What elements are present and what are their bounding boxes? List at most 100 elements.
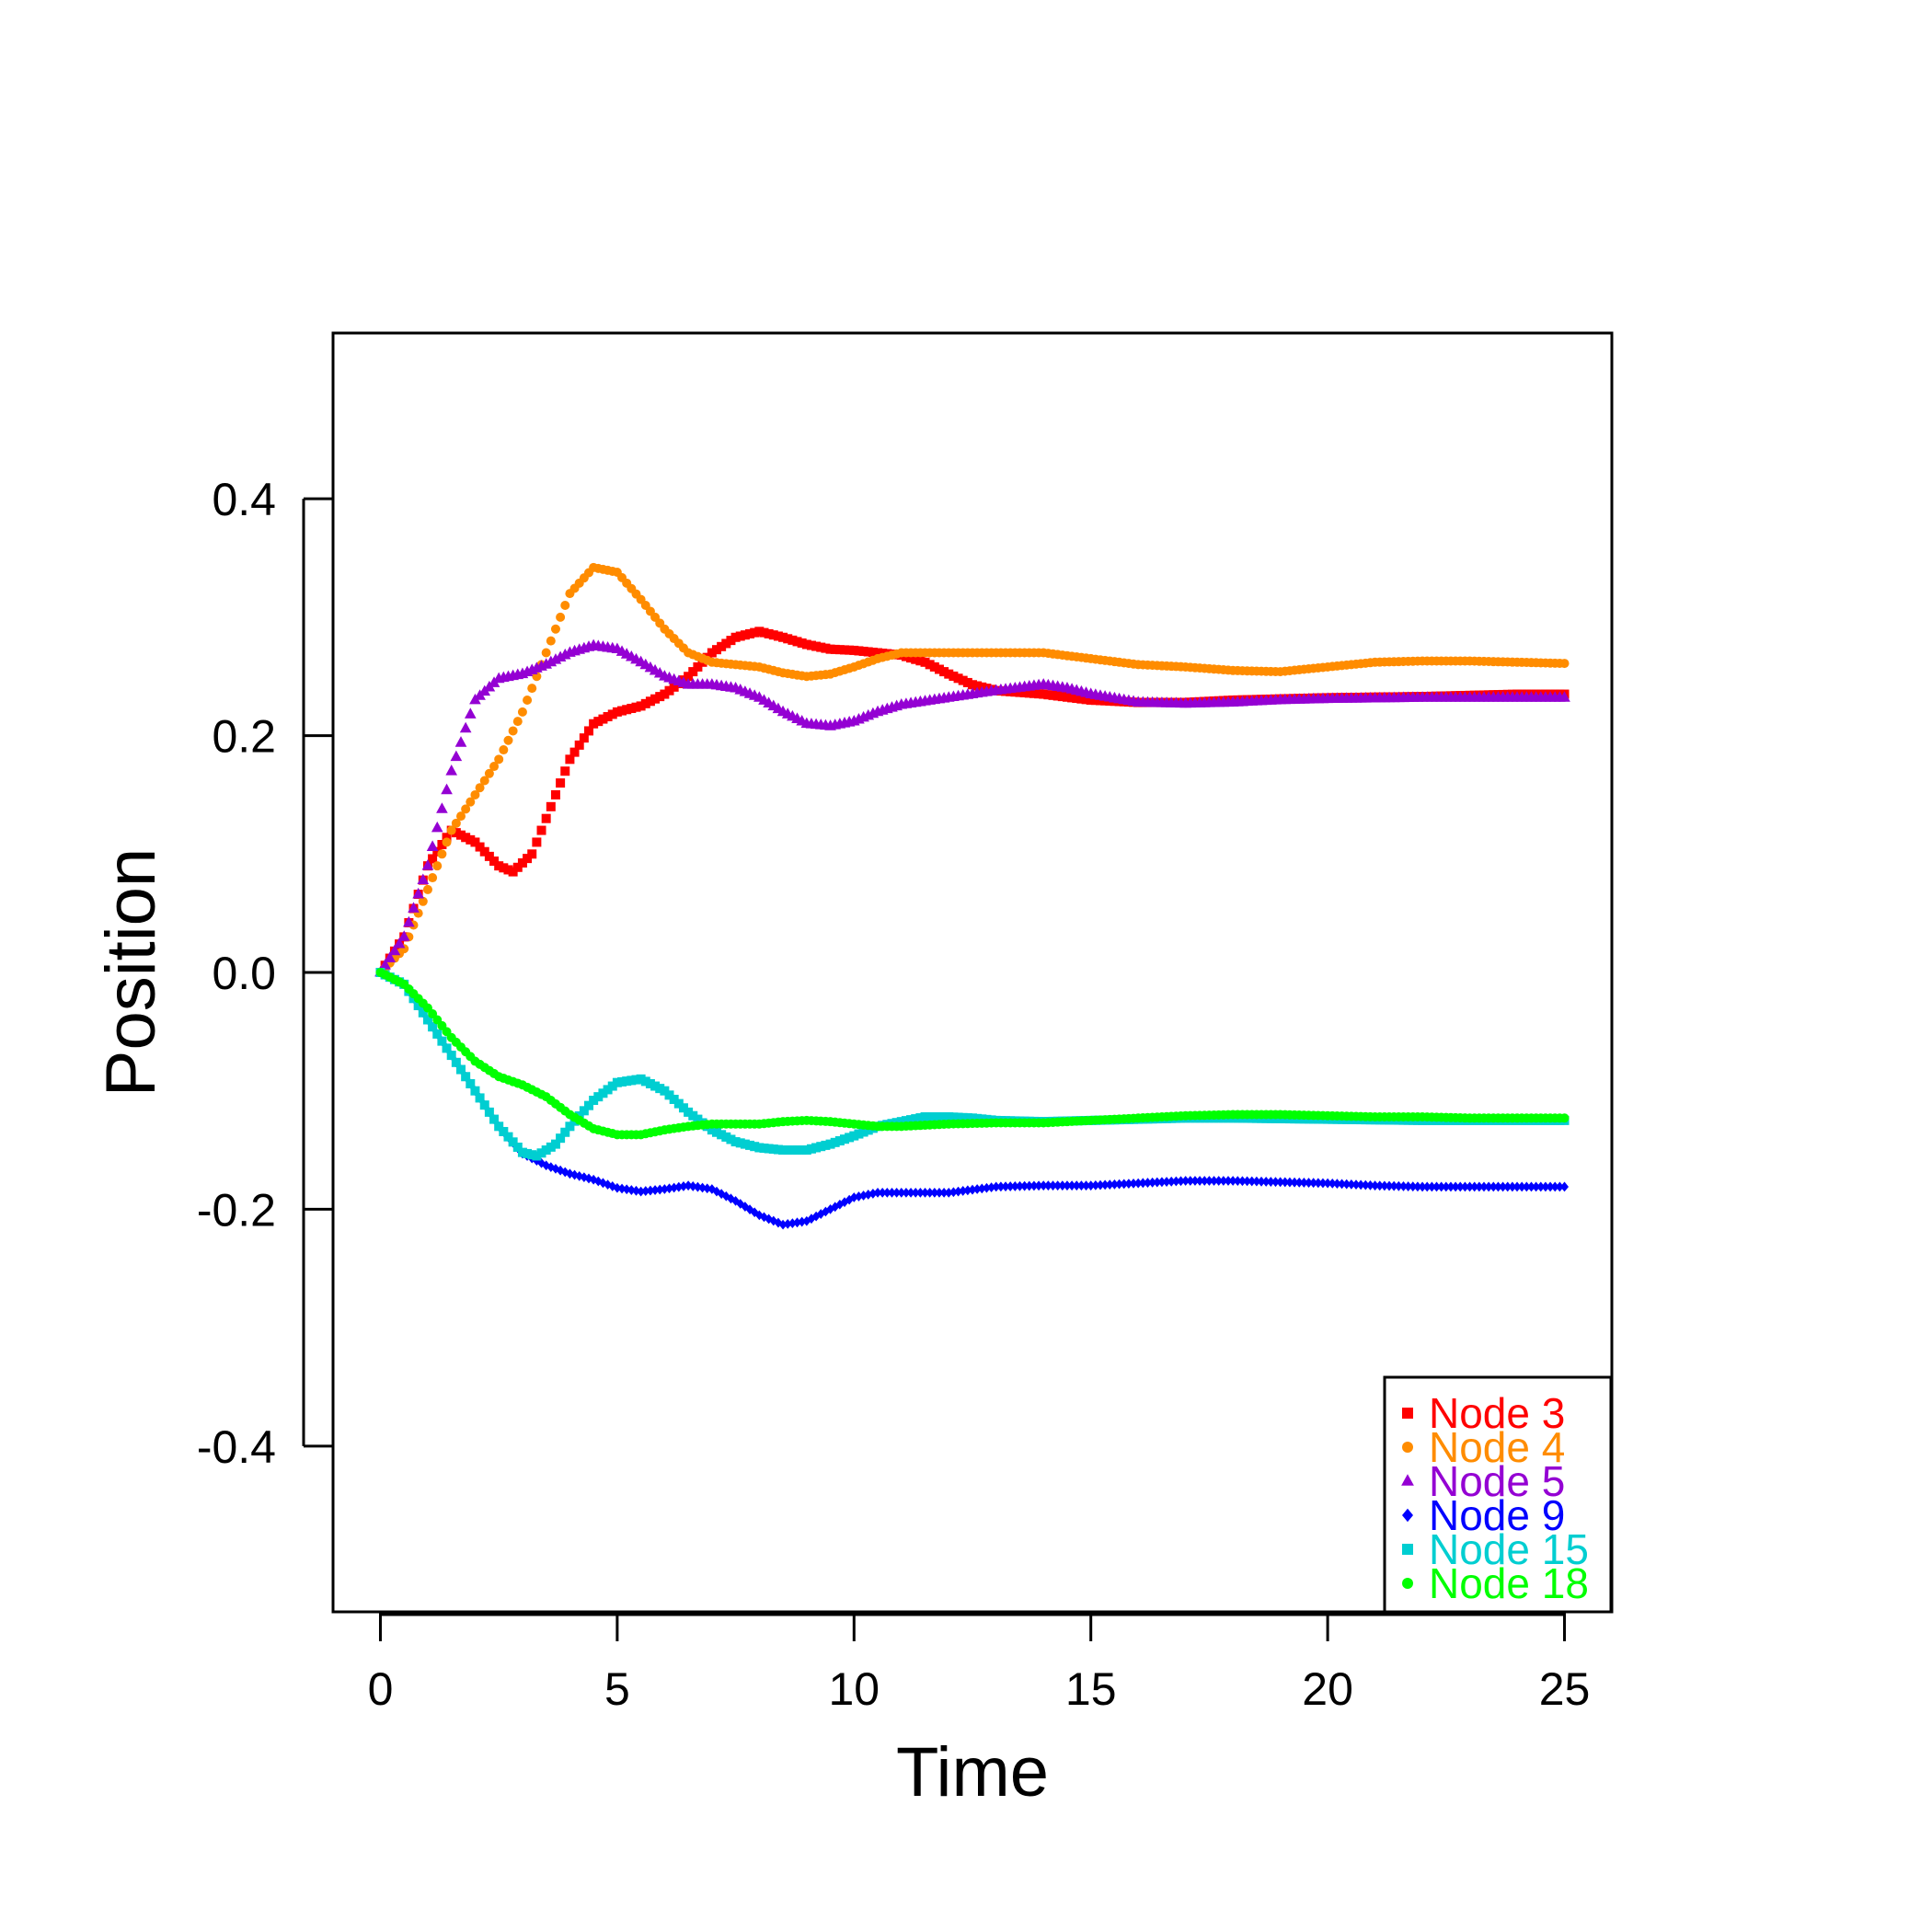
data-point: [849, 645, 859, 655]
data-point: [816, 642, 826, 652]
data-point: [556, 1133, 566, 1144]
data-point: [759, 1143, 769, 1153]
data-point: [454, 736, 467, 747]
data-point: [1559, 659, 1570, 669]
data-point: [1096, 1179, 1105, 1190]
data-point: [461, 804, 471, 814]
data-point: [1110, 1179, 1119, 1190]
data-point: [551, 1163, 560, 1174]
data-point: [1281, 1177, 1290, 1188]
data-point: [1072, 1180, 1081, 1191]
data-point: [721, 638, 731, 649]
data-point: [972, 681, 983, 691]
data-point: [546, 801, 556, 811]
data-point: [721, 1132, 731, 1142]
data-point: [1162, 1177, 1171, 1187]
data-point: [527, 849, 537, 859]
data-point: [1299, 1178, 1308, 1188]
data-point: [612, 707, 622, 717]
data-point: [640, 698, 650, 708]
data-point: [745, 1140, 755, 1150]
data-point: [992, 1181, 1001, 1192]
data-point: [1328, 1178, 1337, 1189]
legend-label: Node 18: [1429, 1559, 1589, 1607]
data-point: [517, 707, 527, 717]
data-point: [1058, 1180, 1067, 1191]
data-point: [954, 1186, 963, 1197]
data-point: [797, 1145, 807, 1156]
data-point: [788, 635, 798, 645]
data-point: [712, 1186, 721, 1197]
data-point: [882, 1187, 891, 1198]
data-point: [773, 1144, 783, 1155]
data-point: [901, 1116, 911, 1126]
data-point: [778, 1145, 788, 1156]
data-point: [431, 821, 443, 833]
data-point: [1365, 1180, 1374, 1190]
data-point: [660, 689, 670, 699]
data-point: [1398, 1181, 1408, 1191]
data-point: [958, 675, 968, 685]
data-point: [560, 1167, 569, 1178]
data-point: [703, 1183, 712, 1194]
data-point: [944, 1112, 954, 1122]
data-point: [934, 664, 944, 674]
data-point: [740, 630, 750, 640]
data-point: [508, 1137, 518, 1147]
legend-marker: [1401, 1474, 1414, 1486]
data-point: [944, 669, 954, 679]
data-point: [445, 765, 458, 776]
data-point: [906, 653, 916, 663]
data-point: [811, 641, 822, 651]
data-point: [450, 750, 463, 762]
data-point: [1006, 1181, 1015, 1191]
data-point: [1309, 1178, 1318, 1189]
data-point: [1347, 1179, 1356, 1190]
data-point: [1432, 1181, 1442, 1192]
data-point: [422, 1015, 432, 1025]
y-tick-label: 0.4: [212, 474, 276, 525]
data-point: [1470, 1181, 1479, 1192]
data-point: [446, 1051, 456, 1061]
data-point: [627, 1075, 637, 1086]
data-point: [811, 1143, 822, 1153]
y-tick-label: -0.4: [197, 1421, 276, 1473]
data-point: [428, 854, 438, 864]
data-point: [1558, 691, 1570, 702]
data-point: [1466, 1181, 1475, 1192]
data-point: [470, 1086, 480, 1096]
data-point: [598, 1088, 608, 1098]
data-point: [640, 1076, 650, 1087]
data-point: [1053, 1180, 1063, 1191]
data-point: [442, 837, 452, 847]
data-point: [1190, 1176, 1200, 1186]
data-point: [821, 643, 831, 653]
data-point: [750, 1207, 759, 1218]
data-point: [475, 1093, 485, 1103]
data-point: [418, 896, 428, 906]
legend-marker: [1402, 1508, 1413, 1523]
data-point: [684, 672, 694, 682]
data-point: [589, 719, 599, 729]
data-point: [1290, 1177, 1299, 1188]
data-point: [1409, 1181, 1418, 1192]
data-point: [816, 1142, 826, 1152]
data-point: [579, 1106, 589, 1116]
data-point: [412, 887, 424, 899]
data-point: [1143, 1178, 1152, 1188]
data-point: [1413, 1181, 1422, 1192]
data-point: [802, 1215, 811, 1226]
data-point: [1437, 1181, 1446, 1192]
data-point: [1512, 1181, 1522, 1192]
data-point: [864, 1190, 873, 1200]
data-point: [778, 632, 788, 642]
data-point: [584, 1173, 593, 1184]
data-point: [825, 1139, 835, 1149]
data-point: [499, 863, 509, 873]
data-point: [397, 930, 410, 941]
data-point: [958, 1112, 968, 1122]
data-point: [1455, 1181, 1465, 1192]
data-point: [679, 1181, 688, 1191]
data-point: [1385, 1180, 1394, 1191]
data-point: [1120, 1179, 1129, 1190]
